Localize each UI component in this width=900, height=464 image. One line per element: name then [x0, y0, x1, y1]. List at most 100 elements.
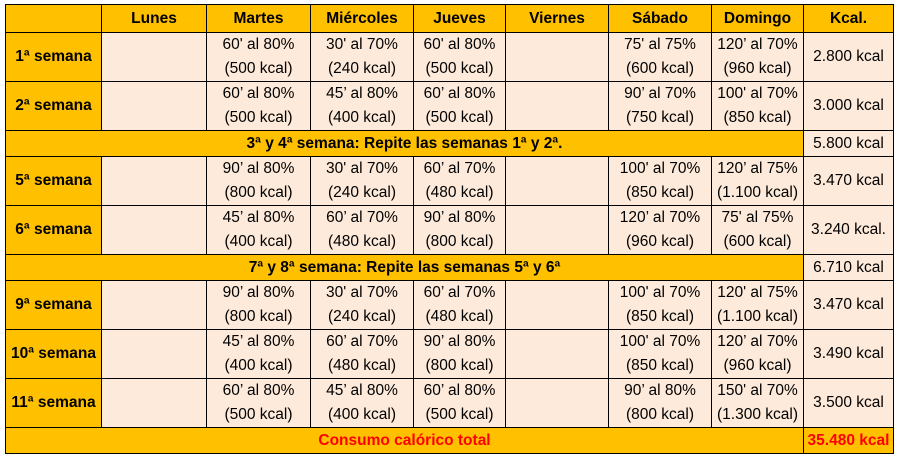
session-duration — [102, 157, 206, 181]
session-duration — [506, 157, 608, 181]
session-kcal — [102, 181, 206, 205]
row-kcal: 3.470 kcal — [803, 280, 894, 330]
session-cell: 120' al 75% (1.100 kcal) — [711, 280, 804, 330]
header-cell: Viernes — [505, 4, 609, 33]
session-cell: 45’ al 80% (400 kcal) — [206, 329, 311, 379]
session-cell: 75' al 75% (600 kcal) — [711, 205, 804, 255]
session-cell: 45’ al 80% (400 kcal) — [206, 205, 311, 255]
session-cell — [505, 205, 609, 255]
session-cell — [505, 156, 609, 206]
session-cell: 100' al 70% (850 kcal) — [608, 329, 712, 379]
session-cell — [505, 378, 609, 428]
header-cell: Kcal. — [803, 4, 894, 33]
week-row: 10ª semana 45’ al 80% (400 kcal) 60’ al 70%… — [5, 329, 894, 379]
session-cell: 90’ al 70% (750 kcal) — [608, 81, 712, 131]
session-duration: 90’ al 80% — [423, 209, 496, 226]
session-kcal — [102, 57, 206, 81]
session-kcal: (400 kcal) — [327, 109, 397, 126]
session-kcal: (850 kcal) — [625, 308, 695, 325]
session-kcal — [102, 403, 206, 427]
repeat-banner-text: 7ª y 8ª semana: Repite las semanas 5ª y … — [5, 254, 804, 281]
session-kcal — [102, 305, 206, 329]
session-cell: 30' al 70% (240 kcal) — [310, 156, 414, 206]
session-kcal — [506, 305, 608, 329]
session-duration: 150' al 70% — [717, 382, 798, 399]
session-duration: 60’ al 70% — [423, 160, 496, 177]
session-duration — [102, 330, 206, 354]
session-duration: 75' al 75% — [721, 209, 794, 226]
session-kcal — [506, 230, 608, 254]
week-label: 5ª semana — [5, 156, 102, 206]
session-cell: 60’ al 70% (480 kcal) — [413, 280, 506, 330]
session-kcal: (850 kcal) — [723, 109, 792, 126]
week-label: 11ª semana — [5, 378, 102, 428]
session-duration: 120' al 75% — [717, 284, 798, 301]
row-kcal: 6.710 kcal — [803, 254, 894, 281]
session-duration — [506, 281, 608, 305]
session-cell: 60’ al 80% (500 kcal) — [206, 378, 311, 428]
session-duration: 75' al 75% — [624, 36, 696, 53]
session-duration — [102, 379, 206, 403]
session-duration — [102, 206, 206, 230]
session-duration: 45’ al 80% — [326, 85, 398, 102]
session-kcal: (600 kcal) — [723, 233, 792, 250]
week-row: 11ª semana 60’ al 80% (500 kcal) 45’ al 80%… — [5, 378, 894, 428]
session-cell: 60' al 80% (500 kcal) — [413, 32, 506, 82]
session-kcal: (500 kcal) — [224, 109, 293, 126]
session-duration — [506, 379, 608, 403]
week-row: 2ª semana 60’ al 80% (500 kcal) 45’ al 80% (… — [5, 81, 894, 131]
header-row: Lunes Martes Miércoles Jueves Viernes Sábado D… — [5, 4, 894, 33]
week-row: 6ª semana 45’ al 80% (400 kcal) 60’ al 70% (… — [5, 205, 894, 255]
week-label: 1ª semana — [5, 32, 102, 82]
session-duration: 60’ al 80% — [222, 85, 295, 102]
session-kcal — [506, 354, 608, 378]
repeat-banner-row: 3ª y 4ª semana: Repite las semanas 1ª y … — [5, 130, 894, 157]
week-row: 1ª semana 60' al 80% (500 kcal) 30' al 70% (… — [5, 32, 894, 82]
session-cell: 60’ al 80% (500 kcal) — [413, 81, 506, 131]
session-duration: 90’ al 70% — [624, 85, 696, 102]
session-duration: 60’ al 70% — [423, 284, 496, 301]
session-cell — [101, 378, 207, 428]
session-kcal: (400 kcal) — [224, 357, 293, 374]
session-duration: 100' al 70% — [619, 333, 701, 350]
session-kcal — [506, 403, 608, 427]
total-kcal: 35.480 kcal — [803, 427, 894, 454]
session-cell — [101, 32, 207, 82]
week-row: 5ª semana 90’ al 80% (800 kcal) 30' al 70% (… — [5, 156, 894, 206]
session-kcal — [102, 106, 206, 130]
session-kcal: (400 kcal) — [224, 233, 293, 250]
week-label: 2ª semana — [5, 81, 102, 131]
session-cell: 100' al 70% (850 kcal) — [608, 280, 712, 330]
session-cell: 100' al 70% (850 kcal) — [711, 81, 804, 131]
session-duration: 45’ al 80% — [326, 382, 398, 399]
week-label: 6ª semana — [5, 205, 102, 255]
session-kcal: (480 kcal) — [425, 308, 494, 325]
session-cell: 120’ al 70% (960 kcal) — [711, 32, 804, 82]
session-cell: 30' al 70% (240 kcal) — [310, 280, 414, 330]
session-duration: 90’ al 80% — [222, 284, 295, 301]
session-cell: 90’ al 80% (800 kcal) — [206, 280, 311, 330]
session-cell: 60’ al 70% (480 kcal) — [413, 156, 506, 206]
session-kcal: (500 kcal) — [425, 109, 494, 126]
header-cell: Lunes — [101, 4, 207, 33]
session-duration: 60’ al 70% — [326, 209, 398, 226]
session-duration: 100' al 70% — [717, 85, 798, 102]
training-plan-table: Lunes Martes Miércoles Jueves Viernes Sábado D… — [5, 4, 894, 454]
session-duration: 30' al 70% — [326, 284, 398, 301]
session-kcal: (960 kcal) — [723, 60, 792, 77]
session-duration: 120’ al 70% — [717, 333, 798, 350]
row-kcal: 5.800 kcal — [803, 130, 894, 157]
session-cell: 60’ al 80% (500 kcal) — [206, 81, 311, 131]
week-label: 10ª semana — [5, 329, 102, 379]
session-cell: 120’ al 70% (960 kcal) — [608, 205, 712, 255]
session-cell — [505, 329, 609, 379]
session-cell — [101, 81, 207, 131]
session-cell: 75' al 75% (600 kcal) — [608, 32, 712, 82]
session-kcal: (500 kcal) — [425, 60, 494, 77]
session-kcal: (240 kcal) — [327, 308, 397, 325]
session-duration: 60' al 80% — [222, 36, 295, 53]
row-kcal: 3.470 kcal — [803, 156, 894, 206]
header-cell: Domingo — [711, 4, 804, 33]
session-kcal: (240 kcal) — [327, 60, 397, 77]
session-duration: 120’ al 70% — [619, 209, 701, 226]
